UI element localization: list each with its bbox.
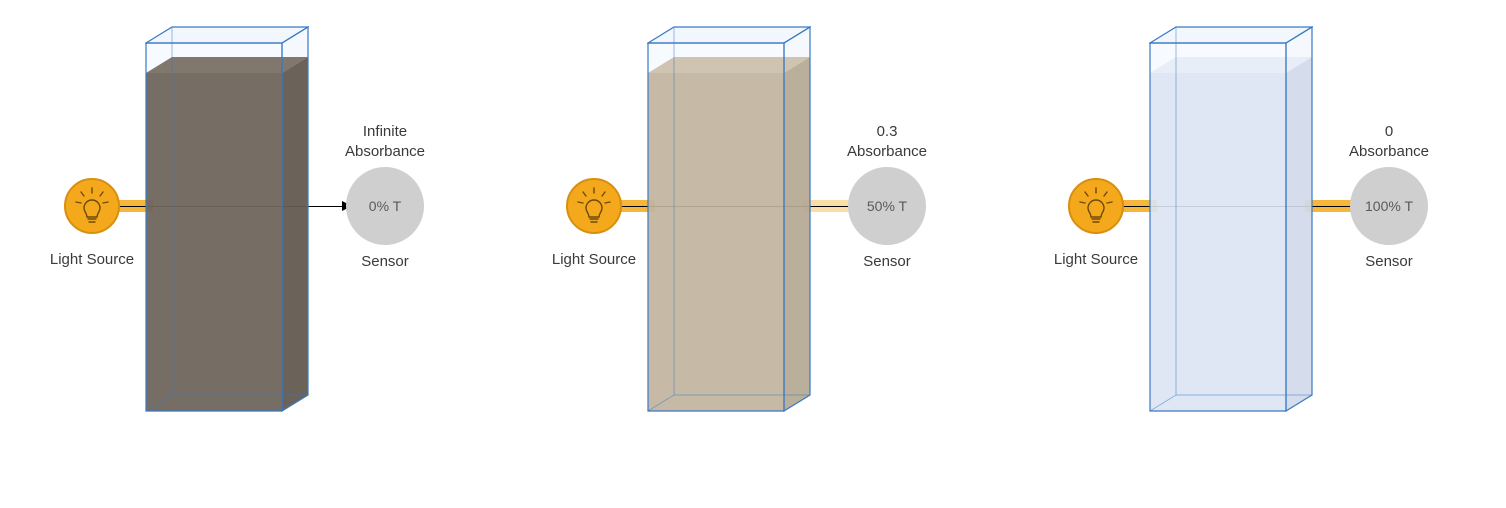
absorbance-label: 0.3 Absorbance — [830, 122, 944, 163]
sensor: 0% T — [346, 167, 424, 245]
absorbance-label-text: 0.3 — [877, 123, 898, 140]
absorbance-label: Infinite Absorbance — [328, 122, 442, 163]
cuvette — [145, 26, 309, 417]
light-source-label-text: Light Source — [552, 251, 636, 268]
light-source-label-text: Light Source — [50, 251, 134, 268]
absorbance-panel: 0% T Light Source Sensor Infinite Absorbance — [0, 0, 502, 508]
sensor-label: Sensor — [1350, 252, 1428, 272]
light-bulb-icon — [1068, 178, 1124, 234]
light-source — [566, 178, 622, 234]
transmittance-value: 100% T — [1365, 198, 1413, 214]
cuvette — [647, 26, 811, 417]
transmittance-value: 50% T — [867, 198, 907, 214]
light-source-label: Light Source — [542, 250, 646, 270]
absorbance-label-text-2: Absorbance — [345, 143, 425, 160]
absorbance-label-text: Infinite — [363, 123, 407, 140]
cuvette — [1149, 26, 1313, 417]
transmittance-value: 0% T — [369, 198, 401, 214]
light-source — [64, 178, 120, 234]
absorbance-panel: 100% T Light Source Sensor 0 Absorbance — [1004, 0, 1506, 508]
absorbance-label-text: 0 — [1385, 123, 1393, 140]
sensor: 50% T — [848, 167, 926, 245]
light-bulb-icon — [64, 178, 120, 234]
light-source — [1068, 178, 1124, 234]
absorbance-label-text-2: Absorbance — [847, 143, 927, 160]
sensor-label: Sensor — [848, 252, 926, 272]
light-source-label: Light Source — [1044, 250, 1148, 270]
sensor-label-text: Sensor — [863, 253, 911, 270]
sensor-label-text: Sensor — [361, 253, 409, 270]
absorbance-label: 0 Absorbance — [1332, 122, 1446, 163]
absorbance-panel: 50% T Light Source Sensor 0.3 Absorbance — [502, 0, 1004, 508]
light-source-label: Light Source — [40, 250, 144, 270]
sensor-label-text: Sensor — [1365, 253, 1413, 270]
light-bulb-icon — [566, 178, 622, 234]
sensor: 100% T — [1350, 167, 1428, 245]
absorbance-label-text-2: Absorbance — [1349, 143, 1429, 160]
light-source-label-text: Light Source — [1054, 251, 1138, 268]
sensor-label: Sensor — [346, 252, 424, 272]
